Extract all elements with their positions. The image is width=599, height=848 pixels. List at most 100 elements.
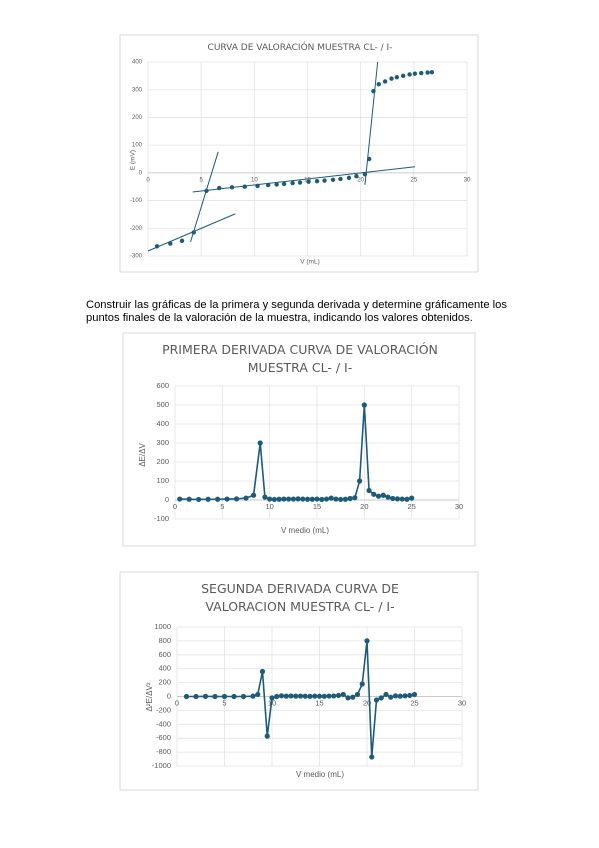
y-tick-label: -200 [130, 226, 143, 232]
x-axis-label: V medio (mL) [296, 770, 344, 779]
y-tick-label: 100 [132, 143, 143, 149]
data-point [250, 492, 257, 498]
y-tick-label: 600 [156, 381, 169, 390]
data-point [274, 182, 279, 187]
data-point [316, 693, 323, 699]
data-point [196, 496, 202, 503]
data-point [338, 496, 344, 503]
data-point [361, 402, 367, 408]
y-tick-label: -100 [154, 514, 169, 523]
data-point [290, 180, 295, 186]
data-point [231, 693, 237, 700]
data-point [183, 693, 190, 700]
y-tick-label: 500 [156, 400, 169, 409]
data-point [229, 185, 235, 190]
y-tick-label: 400 [156, 419, 169, 428]
y-tick-label: 300 [132, 87, 143, 93]
y-tick-label: 400 [158, 664, 171, 673]
data-point [297, 180, 303, 185]
data-point [390, 495, 396, 502]
x-axis-label: V (mL) [300, 259, 320, 266]
data-point [283, 693, 289, 699]
data-point [345, 695, 351, 701]
y-tick-label: -800 [156, 747, 171, 756]
y-tick-label: -300 [130, 254, 143, 260]
data-point [221, 693, 228, 700]
data-point [179, 238, 185, 243]
data-point [362, 172, 368, 177]
data-point [331, 693, 337, 699]
data-point [402, 693, 408, 699]
data-point [352, 495, 358, 501]
data-point [394, 496, 401, 502]
x-tick-label: 0 [146, 177, 150, 183]
data-point [392, 693, 399, 699]
x-tick-label: 0 [173, 502, 177, 511]
data-point [243, 495, 249, 501]
data-point [262, 494, 268, 500]
data-point [168, 241, 173, 246]
chart-title: SEGUNDA DERIVADA CURVA DE VALORACION MUE… [201, 581, 399, 614]
data-point [330, 177, 336, 182]
data-point [191, 230, 196, 235]
data-point [380, 492, 386, 498]
x-tick-label: 20 [360, 502, 368, 511]
x-tick-label: 10 [251, 177, 258, 183]
data-point [419, 70, 424, 76]
data-point [276, 496, 282, 502]
data-point [401, 73, 406, 79]
data-point [388, 694, 394, 700]
data-point [205, 496, 211, 502]
data-point [224, 496, 230, 502]
data-point [265, 182, 271, 188]
x-tick-label: 15 [315, 698, 323, 707]
y-tick-label: -1000 [152, 761, 171, 770]
data-point [378, 695, 384, 701]
x-tick-label: 5 [220, 502, 224, 511]
data-point [242, 184, 247, 189]
data-point [312, 693, 318, 699]
data-point [304, 496, 311, 502]
data-point [269, 695, 275, 701]
data-point [364, 638, 370, 644]
x-tick-label: 30 [464, 177, 471, 183]
data-point [389, 76, 394, 81]
x-tick-label: 25 [410, 177, 417, 183]
tangent-line [192, 166, 415, 193]
chart-title: PRIMERA DERIVADA CURVA DE VALORACIÓN MUE… [162, 342, 438, 375]
data-point [371, 88, 376, 94]
data-point [321, 693, 327, 699]
data-point [281, 181, 287, 187]
x-tick-label: 25 [410, 698, 418, 707]
data-point [233, 496, 240, 502]
y-tick-label: -100 [130, 198, 143, 204]
data-point [319, 496, 325, 503]
y-tick-label: 0 [139, 170, 143, 176]
y-tick-label: -200 [156, 705, 171, 714]
data-point [407, 692, 413, 699]
data-point [215, 496, 221, 502]
x-axis-label: V medio (mL) [281, 526, 329, 535]
data-point [404, 496, 410, 502]
data-point [425, 70, 430, 75]
data-point [354, 691, 361, 698]
data-point [204, 188, 209, 194]
data-point [309, 496, 315, 502]
data-point [154, 244, 160, 249]
chart-frame [119, 571, 479, 791]
y-tick-label: 800 [158, 636, 171, 645]
data-point [288, 693, 294, 699]
x-tick-label: 30 [458, 698, 466, 707]
data-point [297, 693, 304, 699]
chart-frame [122, 332, 476, 547]
data-point [257, 440, 263, 446]
data-point [411, 691, 418, 698]
y-tick-label: 300 [156, 438, 169, 447]
data-point [307, 693, 313, 699]
tangent-line [190, 151, 219, 243]
data-point [366, 487, 372, 494]
data-point [369, 754, 375, 760]
data-point [350, 694, 356, 700]
data-point [354, 173, 359, 179]
